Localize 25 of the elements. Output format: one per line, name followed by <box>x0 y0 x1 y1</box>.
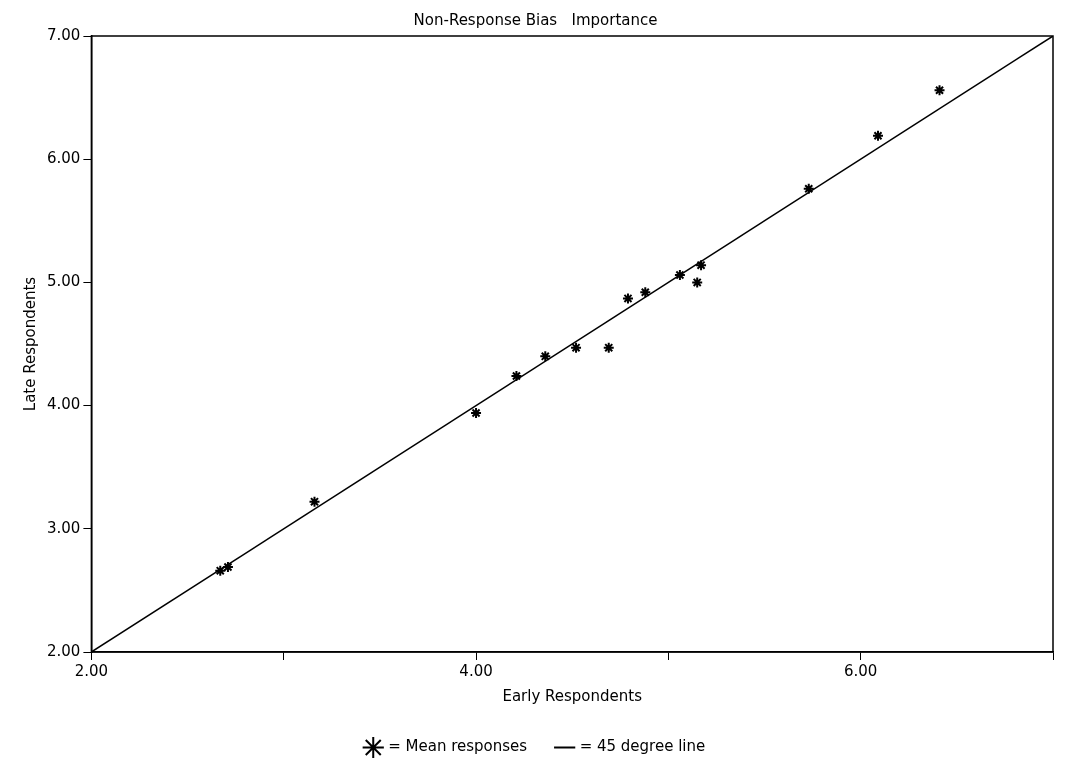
legend-label: = Mean responses <box>388 737 528 756</box>
point <box>639 286 652 299</box>
point <box>214 564 227 577</box>
legend-label: = 45 degree line <box>579 737 706 756</box>
x-axis-title: Early Respondents <box>502 686 643 705</box>
y-tick-label: 4.00 <box>46 395 81 414</box>
point <box>539 350 552 363</box>
x-tick-label: 2.00 <box>74 661 109 680</box>
y-tick-label: 2.00 <box>46 641 81 660</box>
x-tick-label: 6.00 <box>843 661 878 680</box>
point <box>802 182 815 195</box>
point <box>695 259 708 272</box>
point <box>621 292 634 305</box>
y-tick-label: 3.00 <box>46 518 81 537</box>
point <box>691 276 704 289</box>
y-tick-label: 7.00 <box>46 25 81 44</box>
x-tick-label: 4.00 <box>459 661 493 680</box>
chart-title: Non-Response Bias Importance <box>413 10 658 29</box>
point <box>308 495 321 508</box>
point <box>570 341 583 354</box>
point <box>602 341 615 354</box>
y-tick-label: 6.00 <box>46 149 81 168</box>
y-tick-label: 5.00 <box>46 272 81 291</box>
y-axis-title: Late Respondents <box>20 276 39 412</box>
point <box>933 84 946 97</box>
